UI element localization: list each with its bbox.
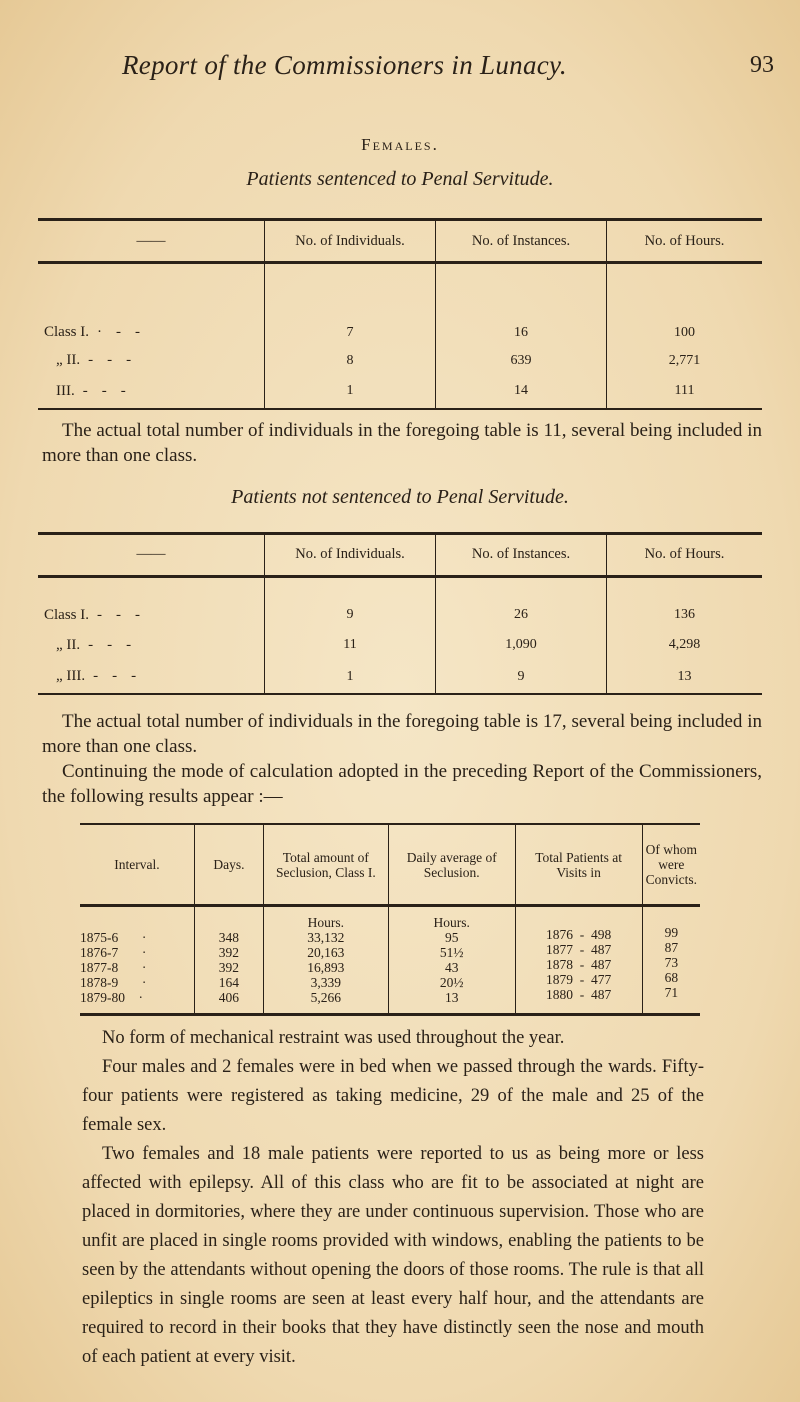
unit-label: Hours. bbox=[307, 915, 345, 930]
unit-label: Hours. bbox=[433, 915, 470, 930]
interval: 1876-7 · bbox=[80, 945, 147, 960]
table-row: „ III. --- 1 9 13 bbox=[38, 660, 762, 694]
cell: 8 bbox=[264, 346, 436, 375]
table-row: „ II. --- 11 1,090 4,298 bbox=[38, 630, 762, 660]
section-title: Females. bbox=[361, 135, 439, 154]
col-header: —— bbox=[38, 533, 265, 578]
patients: 1876 - 498 bbox=[546, 927, 612, 942]
seclusion: 3,339 bbox=[310, 975, 342, 990]
cell: 26 bbox=[435, 600, 607, 630]
row-label: „ II. bbox=[56, 636, 81, 653]
convicts: 71 bbox=[664, 985, 679, 1000]
days: 392 bbox=[218, 960, 240, 975]
cell: 9 bbox=[264, 600, 436, 630]
table1-caption: Patients sentenced to Penal Servitude. bbox=[246, 168, 554, 190]
days: 406 bbox=[218, 990, 240, 1005]
running-title: Report of the Commissioners in Lunacy. bbox=[122, 50, 567, 80]
col-header: No. of Hours. bbox=[606, 219, 762, 264]
seclusion: 16,893 bbox=[307, 960, 345, 975]
table-row: Class I. ·-- 7 16 100 bbox=[38, 318, 762, 347]
cell: 11 bbox=[264, 630, 436, 660]
convicts: 68 bbox=[664, 970, 679, 985]
convicts: 73 bbox=[664, 955, 679, 970]
table-sentenced: —— No. of Individuals. No. of Instances.… bbox=[38, 218, 762, 410]
cell: 111 bbox=[606, 374, 762, 409]
col-header: No. of Hours. bbox=[606, 533, 762, 578]
cell: 16 bbox=[435, 318, 607, 347]
seclusion: 33,132 bbox=[307, 930, 345, 945]
average: 13 bbox=[444, 990, 459, 1005]
patients: 1877 - 487 bbox=[546, 942, 612, 957]
table-header: Interval. Days. Total amount of Seclusio… bbox=[80, 824, 700, 907]
cell: 9 bbox=[435, 660, 607, 694]
table-header: —— No. of Individuals. No. of Instances.… bbox=[38, 533, 762, 578]
col-header: No. of Instances. bbox=[435, 219, 607, 264]
paragraph: No form of mechanical restraint was used… bbox=[102, 1028, 565, 1048]
cell: 4,298 bbox=[606, 630, 762, 660]
table-row: III. --- 1 14 111 bbox=[38, 374, 762, 409]
page-number: 93 bbox=[750, 52, 774, 78]
seclusion-table: Interval. Days. Total amount of Seclusio… bbox=[80, 823, 700, 1016]
average: 20½ bbox=[439, 975, 464, 990]
row-label: „ III. bbox=[56, 668, 86, 684]
interval: 1878-9 · bbox=[80, 975, 147, 990]
col-header: Of whom were Convicts. bbox=[641, 824, 700, 907]
table1-note: The actual total number of individuals i… bbox=[42, 419, 762, 466]
table-not-sentenced: —— No. of Individuals. No. of Instances.… bbox=[38, 531, 762, 695]
col-header: Interval. bbox=[80, 824, 195, 907]
cell: 14 bbox=[435, 374, 607, 409]
interval: 1875-6 · bbox=[80, 930, 147, 945]
body-text: No form of mechanical restraint was used… bbox=[82, 1024, 704, 1372]
col-header: —— bbox=[38, 219, 265, 264]
cell: 1,090 bbox=[435, 630, 607, 660]
table-row: „ II. --- 8 639 2,771 bbox=[38, 346, 762, 375]
days: 164 bbox=[218, 975, 240, 990]
cell: 100 bbox=[606, 318, 762, 347]
cell: 1 bbox=[264, 374, 436, 409]
cell: 7 bbox=[264, 318, 436, 347]
interval: 1877-8 · bbox=[80, 960, 147, 975]
table2-caption: Patients not sentenced to Penal Servitud… bbox=[231, 485, 569, 508]
table-body: 1875-6 · 1876-7 · 1877-8 · 1878-9 · 1879… bbox=[80, 905, 700, 1015]
cell: 1 bbox=[264, 660, 436, 694]
patients: 1880 - 487 bbox=[546, 987, 612, 1002]
cell: 639 bbox=[435, 346, 607, 375]
convicts: 87 bbox=[664, 940, 679, 955]
interval: 1879-80 · bbox=[80, 990, 143, 1005]
col-header: Total amount of Seclusion, Class I. bbox=[262, 824, 389, 907]
average: 95 bbox=[444, 930, 459, 945]
seclusion: 20,163 bbox=[307, 945, 345, 960]
paragraph: Two females and 18 male patients were re… bbox=[82, 1144, 704, 1367]
col-header: Days. bbox=[193, 824, 264, 907]
average: 43 bbox=[444, 960, 459, 975]
row-label: „ II. bbox=[56, 352, 81, 368]
col-header: No. of Individuals. bbox=[264, 533, 436, 578]
row-label: III. bbox=[56, 382, 75, 399]
row-label: Class I. bbox=[44, 324, 89, 340]
patients: 1878 - 487 bbox=[546, 957, 612, 972]
col-header: Daily average of Seclusion. bbox=[387, 824, 516, 907]
convicts: 99 bbox=[664, 925, 679, 940]
days: 392 bbox=[218, 945, 240, 960]
col-header: No. of Instances. bbox=[435, 533, 607, 578]
row-label: Class I. bbox=[44, 606, 89, 623]
col-header: No. of Individuals. bbox=[264, 219, 436, 264]
days: 348 bbox=[218, 930, 240, 945]
patients: 1879 - 477 bbox=[546, 972, 612, 987]
table-row: Class I. --- 9 26 136 bbox=[38, 600, 762, 630]
average: 51½ bbox=[439, 945, 464, 960]
running-header: Report of the Commissioners in Lunacy. 9… bbox=[0, 48, 800, 84]
table-header: —— No. of Individuals. No. of Instances.… bbox=[38, 219, 762, 264]
paragraph: Four males and 2 females were in bed whe… bbox=[82, 1057, 704, 1135]
table2-notes: The actual total number of individuals i… bbox=[42, 711, 762, 807]
col-header: Total Patients at Visits in bbox=[514, 824, 643, 907]
cell: 2,771 bbox=[606, 346, 762, 375]
cell: 13 bbox=[606, 660, 762, 694]
cell: 136 bbox=[606, 600, 762, 630]
seclusion: 5,266 bbox=[310, 990, 342, 1005]
